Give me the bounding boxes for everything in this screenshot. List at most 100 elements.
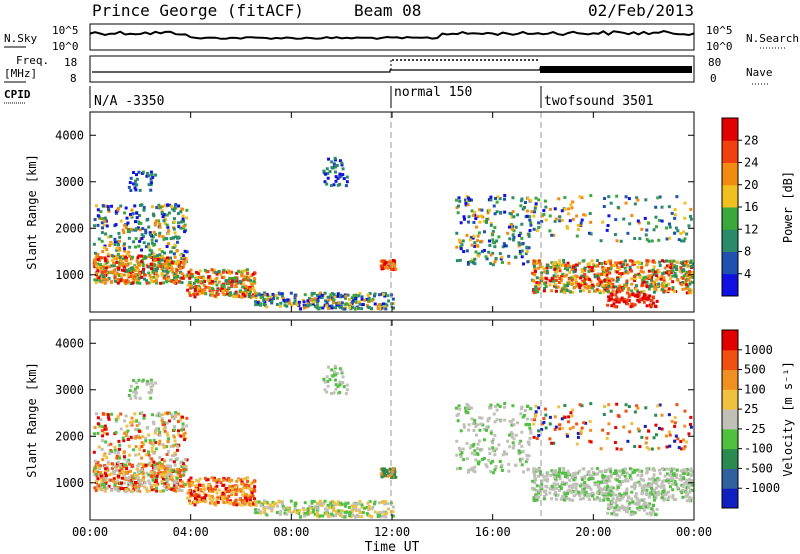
power-cell (582, 213, 586, 217)
power-cell (125, 263, 129, 267)
velocity-cell (482, 456, 486, 460)
velocity-cell (554, 493, 558, 497)
power-cell (208, 289, 212, 293)
velocity-cell (154, 447, 158, 451)
velocity-cell (150, 475, 154, 479)
velocity-cell (545, 477, 549, 481)
velocity-cell (237, 478, 241, 482)
velocity-cell (533, 496, 537, 500)
velocity-cell (150, 413, 154, 417)
power-cell (498, 251, 502, 255)
velocity-cell (561, 480, 565, 484)
power-cell (119, 204, 123, 208)
velocity-cell (120, 481, 124, 485)
power-cell (657, 238, 661, 242)
velocity-cell (122, 477, 126, 481)
power-cell (117, 231, 121, 235)
power-cell (254, 296, 258, 300)
power-cell (484, 255, 488, 259)
power-cell (588, 284, 592, 288)
power-cell (210, 286, 214, 290)
power-cell (149, 181, 153, 185)
power-cell (141, 234, 145, 238)
power-cell (134, 188, 138, 192)
power-cell (131, 255, 135, 259)
power-cell (170, 279, 174, 283)
velocity-cell (505, 452, 509, 456)
velocity-cell (238, 488, 242, 492)
power-cell (130, 208, 134, 212)
power-cell (662, 259, 666, 263)
velocity-cell (609, 491, 613, 495)
power-cell (653, 304, 657, 308)
velocity-cell (520, 463, 524, 467)
power-cell (96, 214, 100, 218)
velocity-cell (508, 445, 512, 449)
velocity-cell (344, 392, 348, 396)
power-cell (116, 281, 120, 285)
power-cell (178, 260, 182, 264)
velocity-cell (217, 488, 221, 492)
power-cell (320, 296, 324, 300)
power-cell (243, 286, 247, 290)
velocity-cell (321, 514, 325, 518)
power-cell (677, 238, 681, 242)
velocity-cell (175, 448, 179, 452)
velocity-cell (602, 498, 606, 502)
power-cell (191, 274, 195, 278)
velocity-cell (598, 469, 602, 473)
power-cell (103, 281, 107, 285)
power-cell (162, 237, 166, 241)
velocity-cell (581, 467, 585, 471)
power-cell (467, 260, 471, 264)
velocity-cell (188, 494, 192, 498)
power-cell (345, 302, 349, 306)
power-cell (611, 289, 615, 293)
velocity-cell (185, 424, 189, 428)
velocity-cell (170, 472, 174, 476)
power-cell (163, 262, 167, 266)
velocity-cell (532, 435, 536, 439)
power-cell (499, 211, 503, 215)
velocity-cell (461, 447, 465, 451)
velocity-cell (95, 486, 99, 490)
power-cell (150, 252, 154, 256)
power-cell (151, 212, 155, 216)
velocity-cell (616, 485, 620, 489)
velocity-cell (614, 469, 618, 473)
velocity-cell (667, 495, 671, 499)
velocity-cell (614, 493, 618, 497)
colorbar-cell (722, 162, 738, 186)
velocity-cell (630, 490, 634, 494)
sky-left-tick-top: 10^5 (52, 24, 79, 37)
power-cell (550, 289, 554, 293)
power-cell (390, 268, 394, 272)
power-cell (542, 289, 546, 293)
velocity-cell (315, 511, 319, 515)
power-cell (533, 288, 537, 292)
velocity-cell (588, 492, 592, 496)
power-cell (94, 264, 98, 268)
velocity-cell (573, 476, 577, 480)
velocity-cell (671, 477, 675, 481)
power-cell (365, 304, 369, 308)
power-cell (172, 252, 176, 256)
power-cell (532, 291, 536, 295)
velocity-cell (654, 423, 658, 427)
power-cell (270, 299, 274, 303)
power-cell (249, 279, 253, 283)
power-cell (181, 254, 185, 258)
velocity-cell (595, 472, 599, 476)
velocity-cell (234, 485, 238, 489)
velocity-cell (668, 430, 672, 434)
power-cell (565, 273, 569, 277)
power-cell (169, 237, 173, 241)
velocity-cell (230, 487, 234, 491)
velocity-cell (470, 451, 474, 455)
velocity-cell (125, 467, 129, 471)
power-cell (117, 265, 121, 269)
power-cell (459, 245, 463, 249)
